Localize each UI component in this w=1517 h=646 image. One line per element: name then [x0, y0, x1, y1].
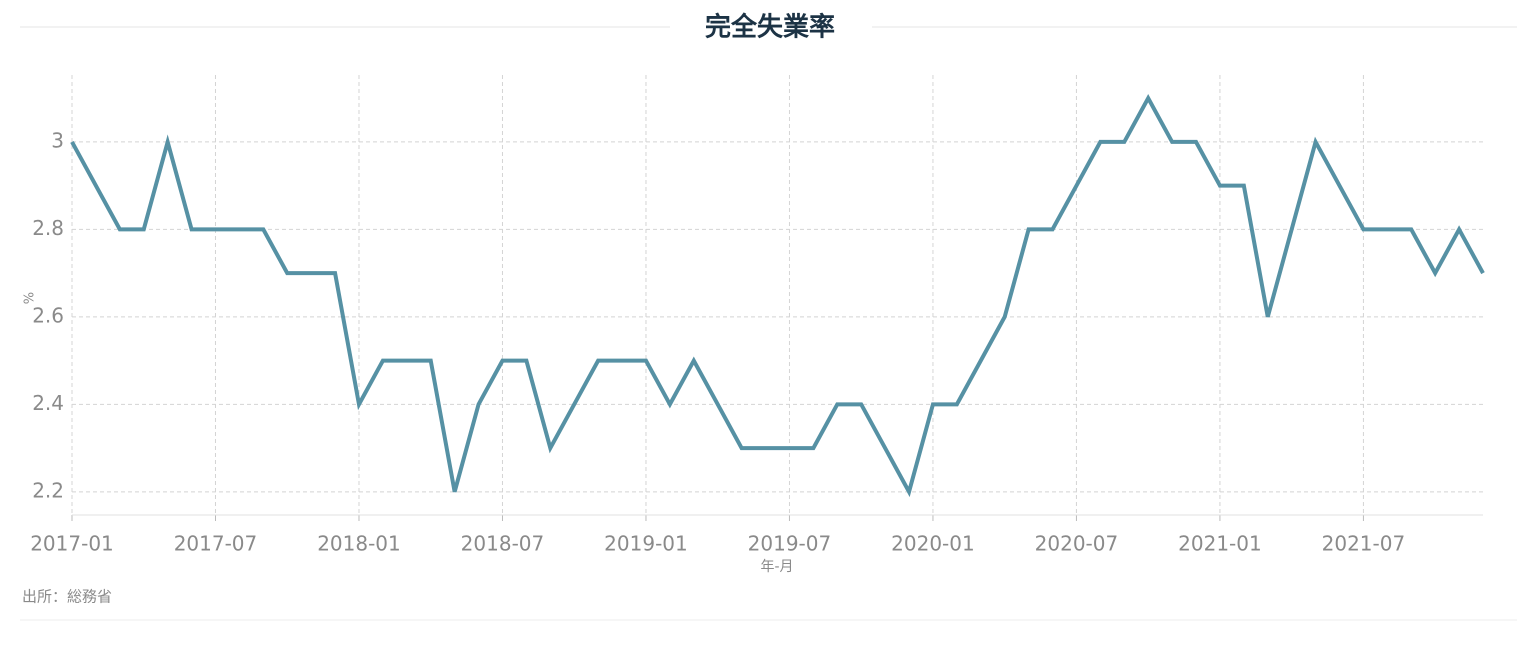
- x-tick-label: 2020-01: [891, 532, 975, 556]
- x-tick-label: 2017-07: [174, 532, 258, 556]
- y-tick-label: 3: [51, 128, 64, 152]
- x-tick-label: 2018-01: [317, 532, 401, 556]
- y-tick-label: 2.6: [32, 303, 64, 327]
- y-tick-label: 2.4: [32, 391, 64, 415]
- x-tick-label: 2021-07: [1322, 532, 1406, 556]
- y-axis-label: %: [23, 292, 38, 304]
- y-tick-label: 2.2: [32, 478, 64, 502]
- x-tick-label: 2018-07: [461, 532, 545, 556]
- y-tick-label: 2.8: [32, 216, 64, 240]
- x-tick-label: 2021-01: [1178, 532, 1262, 556]
- source: 出所：総務省: [22, 588, 112, 606]
- chart-title: 完全失業率: [705, 12, 835, 43]
- x-tick-label: 2017-01: [30, 532, 114, 556]
- data-line: [70, 94, 1485, 498]
- x-axis-label: 年-月: [760, 559, 793, 575]
- x-tick-label: 2019-01: [604, 532, 688, 556]
- x-tick-label: 2019-07: [748, 532, 832, 556]
- x-tick-label: 2020-07: [1035, 532, 1119, 556]
